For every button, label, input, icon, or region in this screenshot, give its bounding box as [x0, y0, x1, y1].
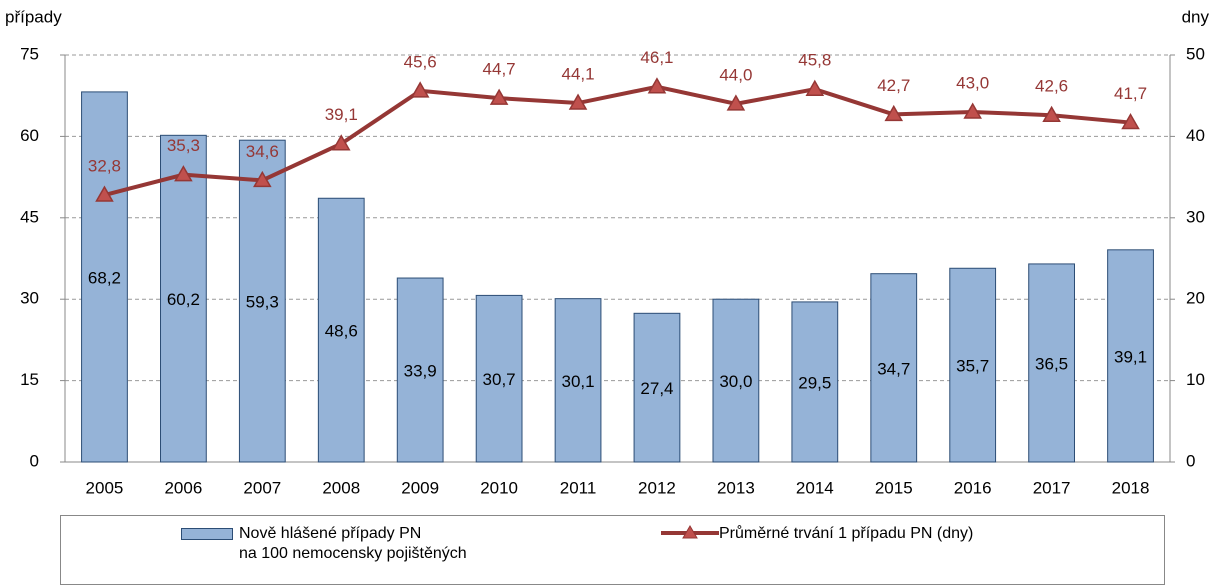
x-tick-label: 2008 — [322, 478, 360, 497]
line-label: 44,7 — [483, 60, 516, 79]
x-tick-label: 2006 — [164, 478, 202, 497]
y-tick-label: 30 — [20, 289, 39, 308]
y-tick-label: 60 — [20, 126, 39, 145]
y-tick-label: 45 — [20, 207, 39, 226]
y-axis-label: případy — [5, 7, 62, 26]
y2-tick-label: 50 — [1186, 44, 1205, 63]
marker — [331, 134, 351, 151]
y-tick-label: 0 — [30, 451, 39, 470]
y2-tick-label: 10 — [1186, 370, 1205, 389]
bar-label: 33,9 — [404, 362, 437, 381]
line-label: 43,0 — [956, 73, 989, 92]
y2-axis-label: dny — [1182, 7, 1210, 26]
marker — [253, 170, 272, 188]
line-label: 42,7 — [877, 76, 910, 95]
y2-tick-label: 0 — [1186, 451, 1195, 470]
marker — [1042, 105, 1061, 122]
line-label: 46,1 — [640, 48, 673, 67]
bar-label: 30,7 — [483, 370, 516, 389]
bar — [1028, 263, 1075, 463]
y-tick-label: 75 — [20, 44, 39, 63]
bar-label: 48,6 — [325, 322, 358, 341]
x-tick-label: 2011 — [560, 478, 597, 497]
x-tick-label: 2017 — [1033, 478, 1071, 497]
marker — [489, 88, 509, 105]
y2-tick-label: 20 — [1186, 289, 1205, 308]
bar-label: 27,4 — [640, 379, 673, 398]
bar — [238, 139, 286, 463]
line-label: 41,7 — [1114, 84, 1147, 103]
marker — [805, 79, 825, 96]
y2-tick-label: 30 — [1186, 207, 1205, 226]
bar-label: 59,3 — [246, 293, 279, 312]
bar-label: 36,5 — [1035, 354, 1068, 373]
bar-label: 68,2 — [88, 268, 121, 287]
x-tick-label: 2010 — [480, 478, 518, 497]
marker — [1121, 113, 1140, 130]
y2-tick-label: 40 — [1186, 126, 1205, 145]
bar-label: 30,1 — [561, 372, 594, 391]
bar-label: 39,1 — [1114, 347, 1147, 366]
bar — [633, 312, 681, 463]
x-tick-label: 2007 — [243, 478, 281, 497]
x-tick-label: 2014 — [796, 478, 834, 497]
bar — [317, 197, 365, 463]
line-label: 45,8 — [798, 51, 831, 70]
bar — [1107, 249, 1154, 463]
bar — [475, 294, 523, 463]
bar — [396, 277, 444, 463]
marker — [884, 104, 904, 122]
legend-line — [661, 525, 719, 539]
legend-label: Průměrné trvání 1 případu PN (dny) — [719, 525, 974, 542]
bar-label: 30,0 — [719, 372, 752, 391]
x-tick-label: 2016 — [954, 478, 992, 497]
bar — [160, 134, 207, 463]
marker — [174, 165, 193, 182]
marker — [647, 77, 667, 94]
bar-label: 29,5 — [798, 373, 831, 392]
legend: Nově hlášené případy PN na 100 nemocensk… — [60, 515, 1165, 585]
x-tick-label: 2015 — [875, 478, 913, 497]
line-label: 34,6 — [246, 142, 279, 161]
legend-symbol — [181, 528, 233, 540]
line-label: 45,6 — [404, 52, 437, 71]
x-tick-label: 2005 — [86, 478, 124, 497]
line-label: 44,0 — [719, 65, 752, 84]
legend-symbol — [661, 525, 719, 546]
bar — [791, 301, 839, 463]
x-tick-label: 2009 — [401, 478, 439, 497]
line-label: 42,6 — [1035, 77, 1068, 96]
x-tick-label: 2013 — [717, 478, 755, 497]
bar-label: 34,7 — [877, 359, 910, 378]
bar — [712, 298, 760, 463]
marker — [963, 102, 982, 119]
marker — [410, 81, 430, 98]
bar — [949, 267, 997, 463]
x-tick-label: 2018 — [1112, 478, 1150, 497]
line-label: 44,1 — [561, 65, 594, 84]
y-tick-label: 15 — [20, 370, 39, 389]
bar-label: 60,2 — [167, 290, 200, 309]
line — [103, 84, 1131, 197]
marker — [95, 185, 114, 202]
bar-label: 35,7 — [956, 357, 989, 376]
legend-label: Nově hlášené případy PN na 100 nemocensk… — [239, 525, 467, 562]
chart: případy dny 0 15 30 45 60 75 0 10 20 30 40 50 2005 20… — [5, 7, 1210, 497]
bar — [554, 298, 602, 463]
bar — [81, 91, 128, 463]
marker — [568, 93, 588, 110]
line-label: 32,8 — [88, 156, 121, 175]
bar — [870, 273, 918, 463]
marker — [726, 94, 746, 111]
line-label: 35,3 — [167, 136, 200, 155]
line-label: 39,1 — [325, 105, 358, 124]
x-tick-label: 2012 — [638, 478, 676, 497]
